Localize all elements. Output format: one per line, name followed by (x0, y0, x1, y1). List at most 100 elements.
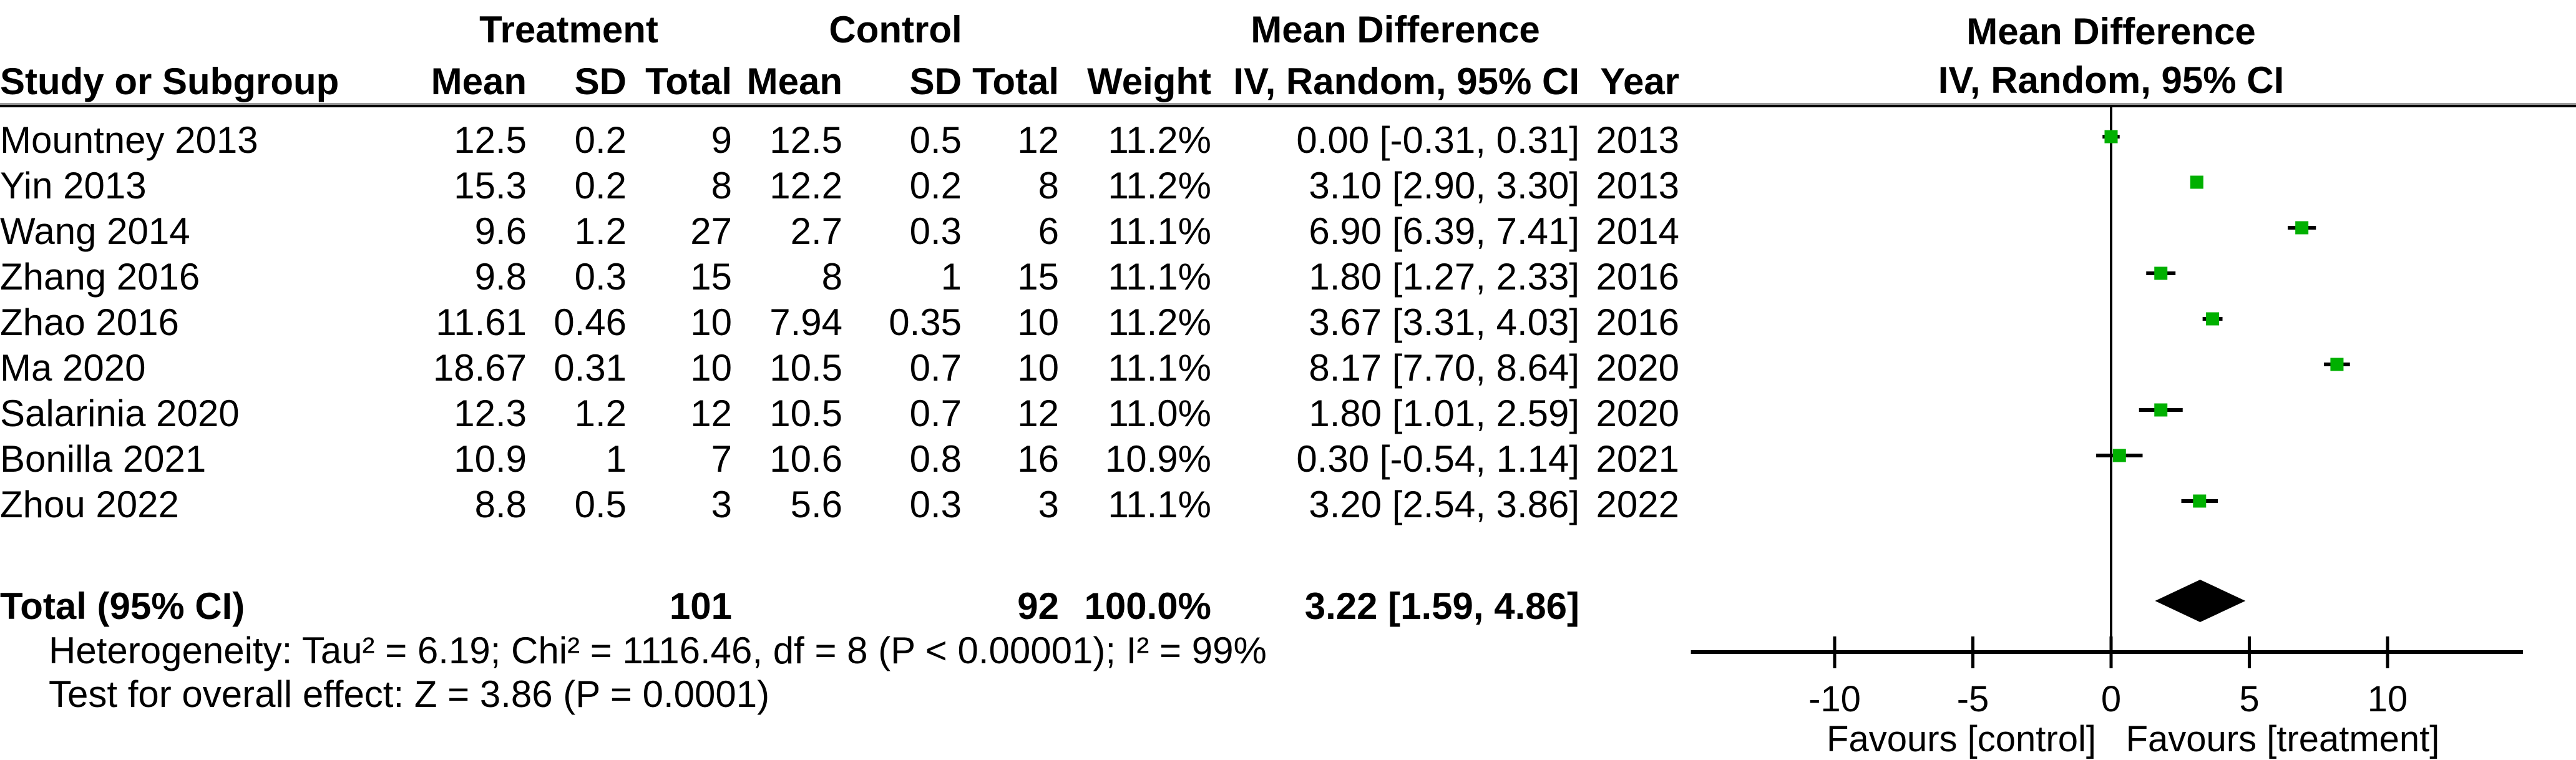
studies-body: Mountney 2013 12.5 0.2 9 12.5 0.5 12 11.2% 0.00 … (0, 107, 1679, 629)
cell-weight: 11.1% (1108, 210, 1212, 252)
total-weight: 100.0% (1084, 585, 1212, 627)
cell-c_sd: 1 (940, 256, 962, 298)
total-row: Total (95% CI) 101 92 100.0% 3.22 [1.59,… (0, 583, 1679, 629)
cell-year: 2013 (1596, 165, 1680, 207)
axis-tick-label: 5 (2239, 679, 2259, 719)
control-total-header: Total (972, 61, 1060, 102)
effect-square (2190, 175, 2203, 189)
axis-tick-label: -10 (1808, 679, 1861, 719)
mean-difference-header: Mean Difference (1251, 9, 1540, 51)
cell-t_sd: 0.2 (574, 119, 627, 161)
cell-md_ci: 1.80 [1.27, 2.33] (1309, 256, 1580, 298)
total-label: Total (95% CI) (0, 585, 245, 627)
group-header-row: Treatment Control Mean Difference (0, 0, 1679, 51)
cell-c_total: 8 (1038, 165, 1060, 207)
total-md-ci: 3.22 [1.59, 4.86] (1304, 585, 1580, 627)
cell-c_sd: 0.3 (909, 210, 962, 252)
column-header-row: Study or Subgroup Mean SD Total Mean SD … (0, 51, 1679, 107)
cell-t_sd: 0.5 (574, 484, 627, 525)
year-column-header: Year (1600, 61, 1680, 102)
axis-tick-label: 10 (2368, 679, 2408, 719)
cell-year: 2022 (1596, 484, 1680, 525)
separator-black-line (0, 105, 2576, 107)
empty-cell (1579, 0, 1679, 51)
cell-t_mean: 18.67 (432, 347, 527, 389)
cell-c_sd: 0.3 (909, 484, 962, 525)
cell-md_ci: 8.17 [7.70, 8.64] (1309, 347, 1580, 389)
treatment-total-header: Total (645, 61, 733, 102)
control-sd-header: SD (909, 61, 962, 102)
treatment-mean-header: Mean (431, 61, 527, 102)
spacer-row (0, 107, 1679, 117)
cell-md_ci: 0.00 [-0.31, 0.31] (1296, 119, 1580, 161)
cell-t_sd: 1.2 (574, 392, 627, 434)
axis-tick-label: -5 (1957, 679, 1989, 719)
cell-name: Ma 2020 (0, 347, 146, 389)
cell-c_sd: 0.5 (909, 119, 962, 161)
cell-t_total: 8 (711, 165, 733, 207)
cell-t_sd: 0.3 (574, 256, 627, 298)
weight-column-header: Weight (1087, 61, 1212, 102)
overall-effect-text: Test for overall effect: Z = 3.86 (P = 0… (49, 673, 770, 715)
cell-t_mean: 11.61 (436, 301, 527, 343)
cell-c_mean: 12.2 (769, 165, 843, 207)
cell-c_mean: 7.94 (769, 301, 843, 343)
study-row: Ma 2020 18.67 0.31 10 10.5 0.7 10 11.1% 8.17 [7.… (0, 345, 1679, 391)
cell-t_total: 10 (690, 301, 733, 343)
cell-c_mean: 12.5 (769, 119, 843, 161)
header-separator-line (0, 103, 2576, 107)
effect-square (2295, 221, 2309, 235)
cell-t_total: 15 (690, 256, 733, 298)
cell-c_mean: 10.6 (769, 438, 843, 480)
cell-c_sd: 0.8 (909, 438, 962, 480)
study-row: Zhang 2016 9.8 0.3 15 8 1 15 11.1% 1.80 [1.27, 2… (0, 254, 1679, 300)
cell-t_mean: 10.9 (454, 438, 527, 480)
cell-t_mean: 12.3 (454, 392, 527, 434)
cell-name: Mountney 2013 (0, 119, 258, 161)
plot-subtitle: IV, Random, 95% CI (1938, 59, 2285, 101)
study-column-header: Study or Subgroup (0, 61, 339, 102)
cell-c_total: 10 (1017, 347, 1060, 389)
study-row: Yin 2013 15.3 0.2 8 12.2 0.2 8 11.2% 3.10 [2.90,… (0, 163, 1679, 208)
cell-t_sd: 1 (605, 438, 627, 480)
empty-cell (732, 583, 842, 629)
empty-cell (527, 583, 627, 629)
cell-md_ci: 3.67 [3.31, 4.03] (1309, 301, 1580, 343)
cell-year: 2020 (1596, 392, 1680, 434)
effect-square (2154, 403, 2168, 417)
cell-weight: 11.2% (1108, 165, 1212, 207)
effect-square (2330, 358, 2344, 371)
cell-year: 2014 (1596, 210, 1680, 252)
study-row: Zhao 2016 11.61 0.46 10 7.94 0.35 10 11.2% 3.67 … (0, 300, 1679, 345)
cell-c_total: 15 (1017, 256, 1060, 298)
treatment-sd-header: SD (574, 61, 627, 102)
cell-name: Zhou 2022 (0, 484, 179, 525)
cell-weight: 11.1% (1108, 256, 1212, 298)
empty-cell (406, 583, 527, 629)
empty-cell (842, 583, 962, 629)
cell-c_total: 12 (1017, 392, 1060, 434)
cell-c_mean: 5.6 (790, 484, 843, 525)
cell-c_sd: 0.35 (889, 301, 962, 343)
treatment-group-header: Treatment (479, 9, 658, 51)
cell-md_ci: 0.30 [-0.54, 1.14] (1296, 438, 1580, 480)
study-row: Mountney 2013 12.5 0.2 9 12.5 0.5 12 11.2% 0.00 … (0, 117, 1679, 163)
gap-row (0, 527, 1679, 583)
cell-weight: 11.1% (1108, 347, 1212, 389)
cell-t_mean: 12.5 (454, 119, 527, 161)
cell-t_sd: 0.2 (574, 165, 627, 207)
cell-c_sd: 0.2 (909, 165, 962, 207)
control-group-header: Control (829, 9, 962, 51)
empty-cell (0, 0, 406, 51)
cell-c_total: 16 (1017, 438, 1060, 480)
favours-treatment-label: Favours [treatment] (2126, 719, 2440, 759)
cell-t_mean: 9.6 (474, 210, 527, 252)
cell-t_sd: 0.31 (554, 347, 627, 389)
axis-tick-label: 0 (2101, 679, 2121, 719)
empty-cell (1579, 583, 1679, 629)
cell-t_mean: 9.8 (474, 256, 527, 298)
cell-t_total: 10 (690, 347, 733, 389)
cell-year: 2016 (1596, 256, 1680, 298)
cell-c_sd: 0.7 (909, 347, 962, 389)
